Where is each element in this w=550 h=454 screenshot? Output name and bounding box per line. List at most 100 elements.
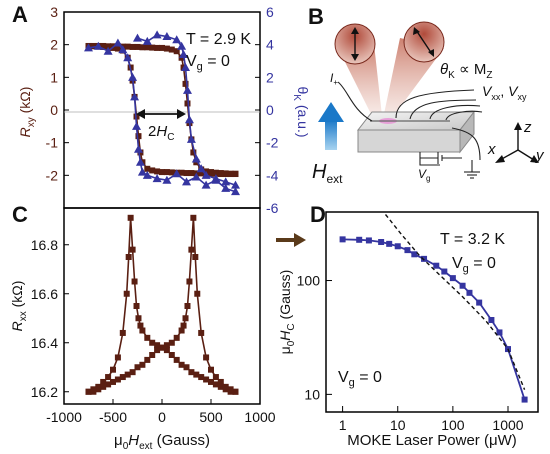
panel-a-right-tick-label: 0 xyxy=(266,102,274,118)
panel-c-rxx-point xyxy=(110,366,116,373)
panel-c-rxx-point xyxy=(125,254,132,260)
panel-c-x-tick-label: 500 xyxy=(199,409,223,425)
panel-d-fit-line xyxy=(384,214,526,390)
panel-d: D 1 10 100 1000 10 100 T = 3.2 K Vg = 0 Vg = … xyxy=(276,202,539,449)
panel-d-hc-point xyxy=(433,262,440,269)
panel-c-rxx-point xyxy=(203,376,210,383)
panel-a-rxy-point xyxy=(149,167,156,174)
panel-a-rxy-point xyxy=(149,44,156,51)
panel-a-kerr-point xyxy=(201,180,211,189)
panel-a-rxy-point xyxy=(208,169,214,176)
panel-c-rxx-point xyxy=(119,374,126,381)
panel-c-rxx-point xyxy=(178,361,185,368)
panel-a-rxy-point xyxy=(173,48,180,55)
panel-c-rxx-point xyxy=(134,364,141,371)
panel-c-rxx-point xyxy=(203,354,210,361)
panel-c-rxx-point xyxy=(193,371,200,378)
panel-d-gate-voltage-lower: Vg = 0 xyxy=(338,369,382,389)
panel-c-y-tick-label: 16.8 xyxy=(31,237,58,253)
panel-c-rxx-point xyxy=(137,322,144,329)
panel-a-rxy-point xyxy=(188,170,195,177)
axis-x-label: x xyxy=(487,141,496,158)
panel-a-rxy-point xyxy=(163,169,170,176)
panel-a-right-ylabel: θK (a.u.) xyxy=(291,86,311,137)
device-front xyxy=(357,129,461,153)
panel-c-rxx-point xyxy=(139,327,146,334)
panel-c-series-line xyxy=(88,217,236,393)
panel-a-kerr-point xyxy=(181,63,191,72)
panel-d-x-tick-label: 1 xyxy=(339,417,347,433)
panel-a-kerr-point xyxy=(201,170,211,179)
panel-c-axis-ticks: -1000 -500 0 500 1000 16.2 16.4 16.6 16.8 xyxy=(31,237,276,425)
panel-c-rxx-point xyxy=(192,254,199,260)
panel-a-rxy-point xyxy=(144,165,151,172)
panel-c-rxx-point xyxy=(182,315,189,322)
panel-a-rxy-point xyxy=(163,45,170,52)
panel-c-rxx-point xyxy=(135,315,142,322)
panel-a-rxy-point xyxy=(184,100,191,107)
panel-c-rxx-point xyxy=(100,378,107,385)
panel-a-left-tick-label: 1 xyxy=(50,69,58,85)
panel-c-rxx-point xyxy=(124,371,131,378)
panel-a-rxy-point xyxy=(183,170,190,177)
panel-d-ylabel: μ0HC (Gauss) xyxy=(277,270,297,355)
axis-z-label: z xyxy=(523,119,532,136)
panel-d-x-tick-label: 1000 xyxy=(492,417,523,433)
coordinate-axes xyxy=(495,122,539,163)
panel-c-rxx-point xyxy=(208,366,214,373)
field-label: Hext xyxy=(312,161,343,186)
panel-a-kerr-point xyxy=(118,45,128,54)
panel-a-data xyxy=(84,30,240,196)
panel-a-rxy-point xyxy=(154,44,161,51)
panel-a-kerr-point xyxy=(196,164,206,173)
panel-c-rxx-point xyxy=(90,388,97,395)
panel-c-rxx-point xyxy=(149,352,156,358)
panel-c-rxx-point xyxy=(110,378,116,385)
panel-c-rxx-point xyxy=(186,278,193,285)
panel-a-rxy-point xyxy=(182,80,189,87)
panel-a-rxy-point xyxy=(198,170,205,177)
panel-c-rxx-point xyxy=(183,364,190,371)
panel-c-rxx-point xyxy=(95,386,102,393)
panel-a-kerr-point xyxy=(133,33,142,42)
panel-d-hc-point xyxy=(386,240,393,247)
panel-c-ylabel: Rxx (kΩ) xyxy=(9,281,29,332)
panel-d-x-tick-label: 100 xyxy=(441,417,465,433)
panel-a-kerr-point xyxy=(221,177,231,186)
panel-b-schematic: B θK ∝ MZ xyxy=(308,4,545,186)
panel-c-data xyxy=(85,214,239,395)
panel-a-kerr-point xyxy=(221,183,231,192)
kerr-proportional-label: θK ∝ MZ xyxy=(440,61,492,81)
panel-a-rxy-point xyxy=(178,169,185,176)
panel-a-right-tick-label: 4 xyxy=(266,37,274,53)
panel-d-hc-point xyxy=(466,289,473,296)
panel-c-rxx-point xyxy=(190,214,197,221)
panel-d-hc-point xyxy=(365,237,372,244)
panel-a-rxy-point xyxy=(212,169,219,176)
panel-c-rxx-point xyxy=(154,342,161,349)
panel-a-kerr-point xyxy=(162,175,172,184)
polarization-arrow-left xyxy=(351,27,359,61)
panel-a-left-tick-label: -2 xyxy=(46,167,59,183)
panel-a-rxy-point xyxy=(217,170,224,177)
panel-a-kerr-point xyxy=(172,169,182,178)
panel-a-rxy-point xyxy=(139,44,146,51)
panel-d-hc-point xyxy=(441,268,448,275)
panel-a-kerr-point xyxy=(135,157,145,166)
voltage-probes-label: Vxx, Vxy xyxy=(482,83,527,102)
panel-d-hc-point xyxy=(521,396,528,403)
panel-a-right-tick-label: 2 xyxy=(266,69,274,85)
panel-c-rxx-point xyxy=(139,361,146,368)
panel-c-rxx-point xyxy=(163,342,170,349)
panel-c-rxx-point xyxy=(105,381,112,388)
panel-d-gate-voltage: Vg = 0 xyxy=(452,255,496,275)
panel-a-kerr-point xyxy=(211,174,221,183)
panel-a-gate-voltage: Vg = 0 xyxy=(186,53,230,73)
panel-c-frame xyxy=(63,207,261,405)
panel-c-rxx-point xyxy=(188,246,195,253)
panel-a-kerr-point xyxy=(191,172,201,181)
gate-voltage-label: Vg xyxy=(418,167,430,183)
panel-a-kerr-point xyxy=(182,177,191,186)
panel-d-axis-ticks: 1 10 100 1000 10 100 xyxy=(297,273,524,433)
panel-c-rxx-point xyxy=(232,388,239,395)
